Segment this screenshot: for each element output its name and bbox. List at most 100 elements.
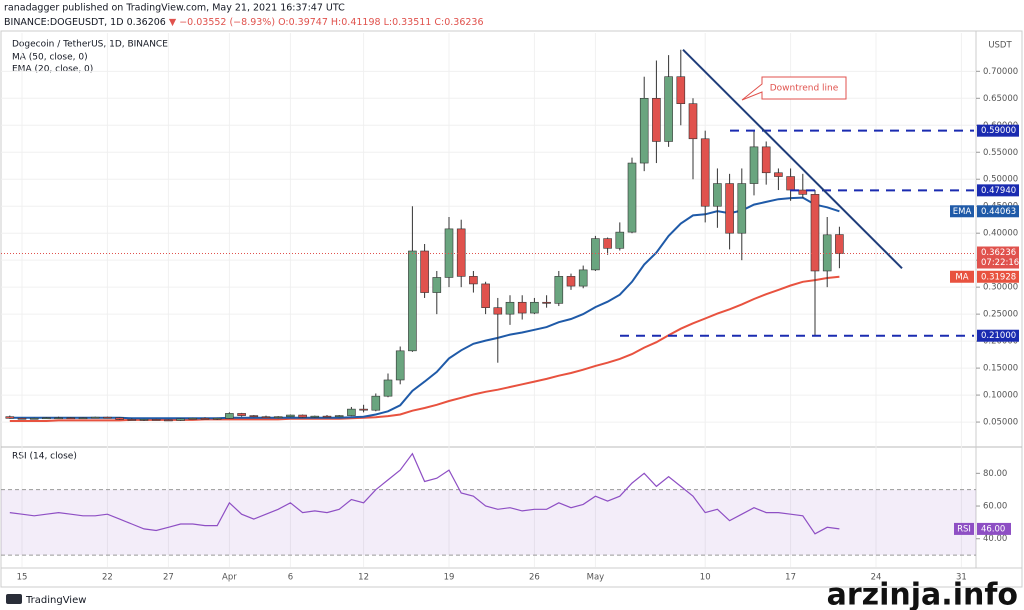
candle-body — [298, 414, 307, 418]
level-tag-text: 0.21000 — [981, 331, 1016, 341]
currency: USDT — [988, 41, 1012, 51]
rsi-band — [1, 489, 976, 556]
level-tag-text: 0.59000 — [981, 126, 1016, 136]
y-tick-label: 0.65000 — [983, 94, 1018, 104]
y-tick-label: 0.55000 — [983, 148, 1018, 158]
candle-body — [322, 415, 332, 418]
candle-body — [469, 276, 478, 285]
price-tag-text: 0.36236 — [981, 248, 1016, 258]
y-tick-label: 0.25000 — [983, 310, 1018, 320]
y-tick-label: 0.70000 — [983, 67, 1018, 77]
candle-body — [237, 413, 246, 416]
candle-body — [261, 416, 271, 418]
trendline — [682, 49, 903, 269]
brand: TradingView — [6, 594, 86, 606]
candle-body — [798, 189, 808, 195]
frame — [0, 30, 1023, 588]
close: C:0.36236 — [434, 17, 483, 28]
x-tick-label: 12 — [358, 573, 369, 583]
symbol: BINANCE:DOGEUSDT, 1D — [4, 17, 124, 28]
candle-body — [517, 301, 527, 314]
x-tick-label: 17 — [785, 573, 796, 583]
y-tick-label: 0.05000 — [983, 418, 1018, 428]
series-tag-value: 0.44063 — [981, 207, 1016, 217]
x-tick-label: May — [587, 573, 605, 583]
candle-body — [603, 238, 612, 249]
candle-body — [554, 276, 564, 304]
high: H:0.41198 — [331, 17, 381, 28]
candle-body — [127, 419, 137, 421]
candle-body — [347, 408, 356, 416]
candle-body — [408, 250, 417, 352]
y-tick-label: 0.40000 — [983, 229, 1018, 239]
candle-body — [725, 183, 734, 234]
legend-ema: EMA (20, close, 0) — [12, 65, 93, 75]
candle-body — [749, 146, 759, 184]
rsi-tag-label — [954, 522, 974, 535]
countdown: 07:22:16 — [981, 258, 1019, 268]
y-tick-label: 0.50000 — [983, 175, 1018, 185]
ma-line — [9, 275, 840, 422]
candle-body — [212, 417, 222, 420]
author-line: ranadagger published on TradingView.com,… — [4, 3, 345, 14]
series-tag-value: 0.31928 — [981, 272, 1016, 282]
candle-body — [29, 417, 39, 420]
rsi-tag-name: RSI — [957, 524, 971, 534]
candle-body — [566, 276, 576, 287]
candle-body — [139, 419, 149, 421]
candle-body — [652, 97, 661, 142]
x-tick-label: 15 — [17, 573, 28, 583]
candle-body — [225, 413, 234, 419]
brand-text: TradingView — [25, 595, 86, 606]
candle-body — [273, 416, 283, 418]
x-tick-label: 19 — [444, 573, 455, 583]
candle-body — [188, 417, 198, 420]
candle-body — [578, 269, 588, 287]
candle-body — [164, 419, 173, 422]
x-tick-label: Apr — [222, 573, 237, 583]
candle-body — [761, 146, 771, 174]
level-tag — [977, 184, 1019, 197]
candle-body — [786, 176, 795, 191]
x-tick-label: 31 — [956, 573, 967, 583]
candle-body — [700, 138, 710, 207]
series-tag — [977, 205, 1019, 218]
rsi-tick-label: 80.00 — [983, 469, 1007, 479]
x-tick-label: 22 — [102, 573, 113, 583]
ma-line — [9, 196, 840, 420]
symbol-line: BINANCE:DOGEUSDT, 1D 0.36206 ▼ −0.03552 … — [4, 17, 484, 28]
y-tick-label: 0.30000 — [983, 283, 1018, 293]
candle-body — [176, 418, 185, 421]
x-tick-label: 24 — [871, 573, 882, 583]
candle-body — [151, 419, 161, 421]
candle-body — [639, 97, 649, 164]
candle-body — [456, 228, 466, 277]
candle-body — [334, 415, 344, 417]
y-tick-label: 0.15000 — [983, 364, 1018, 374]
series-tag-label — [950, 270, 974, 283]
candle-body — [90, 416, 100, 419]
x-tick-label: 27 — [163, 573, 174, 583]
x-tick-label: 10 — [700, 573, 711, 583]
legend-ma: MA (50, close, 0) — [12, 53, 88, 63]
candle-body — [481, 283, 490, 308]
candle-body — [493, 307, 503, 315]
candle-body — [310, 415, 320, 418]
candle-body — [774, 172, 783, 177]
series-tag-name: EMA — [953, 207, 972, 217]
candle-body — [5, 416, 15, 419]
y-tick-label: 0.10000 — [983, 391, 1018, 401]
candle-body — [200, 417, 210, 420]
x-tick-label: 26 — [529, 573, 540, 583]
candle-body — [688, 103, 698, 140]
candle-body — [371, 395, 381, 411]
candle-body — [591, 238, 600, 271]
candle-body — [627, 162, 637, 233]
candle-body — [810, 194, 820, 272]
rsi-tag — [977, 522, 1011, 535]
candle-body — [286, 414, 295, 417]
open: O:0.39747 — [278, 17, 328, 28]
rsi-tag-value: 46.00 — [981, 524, 1005, 534]
candle-body — [835, 234, 844, 254]
